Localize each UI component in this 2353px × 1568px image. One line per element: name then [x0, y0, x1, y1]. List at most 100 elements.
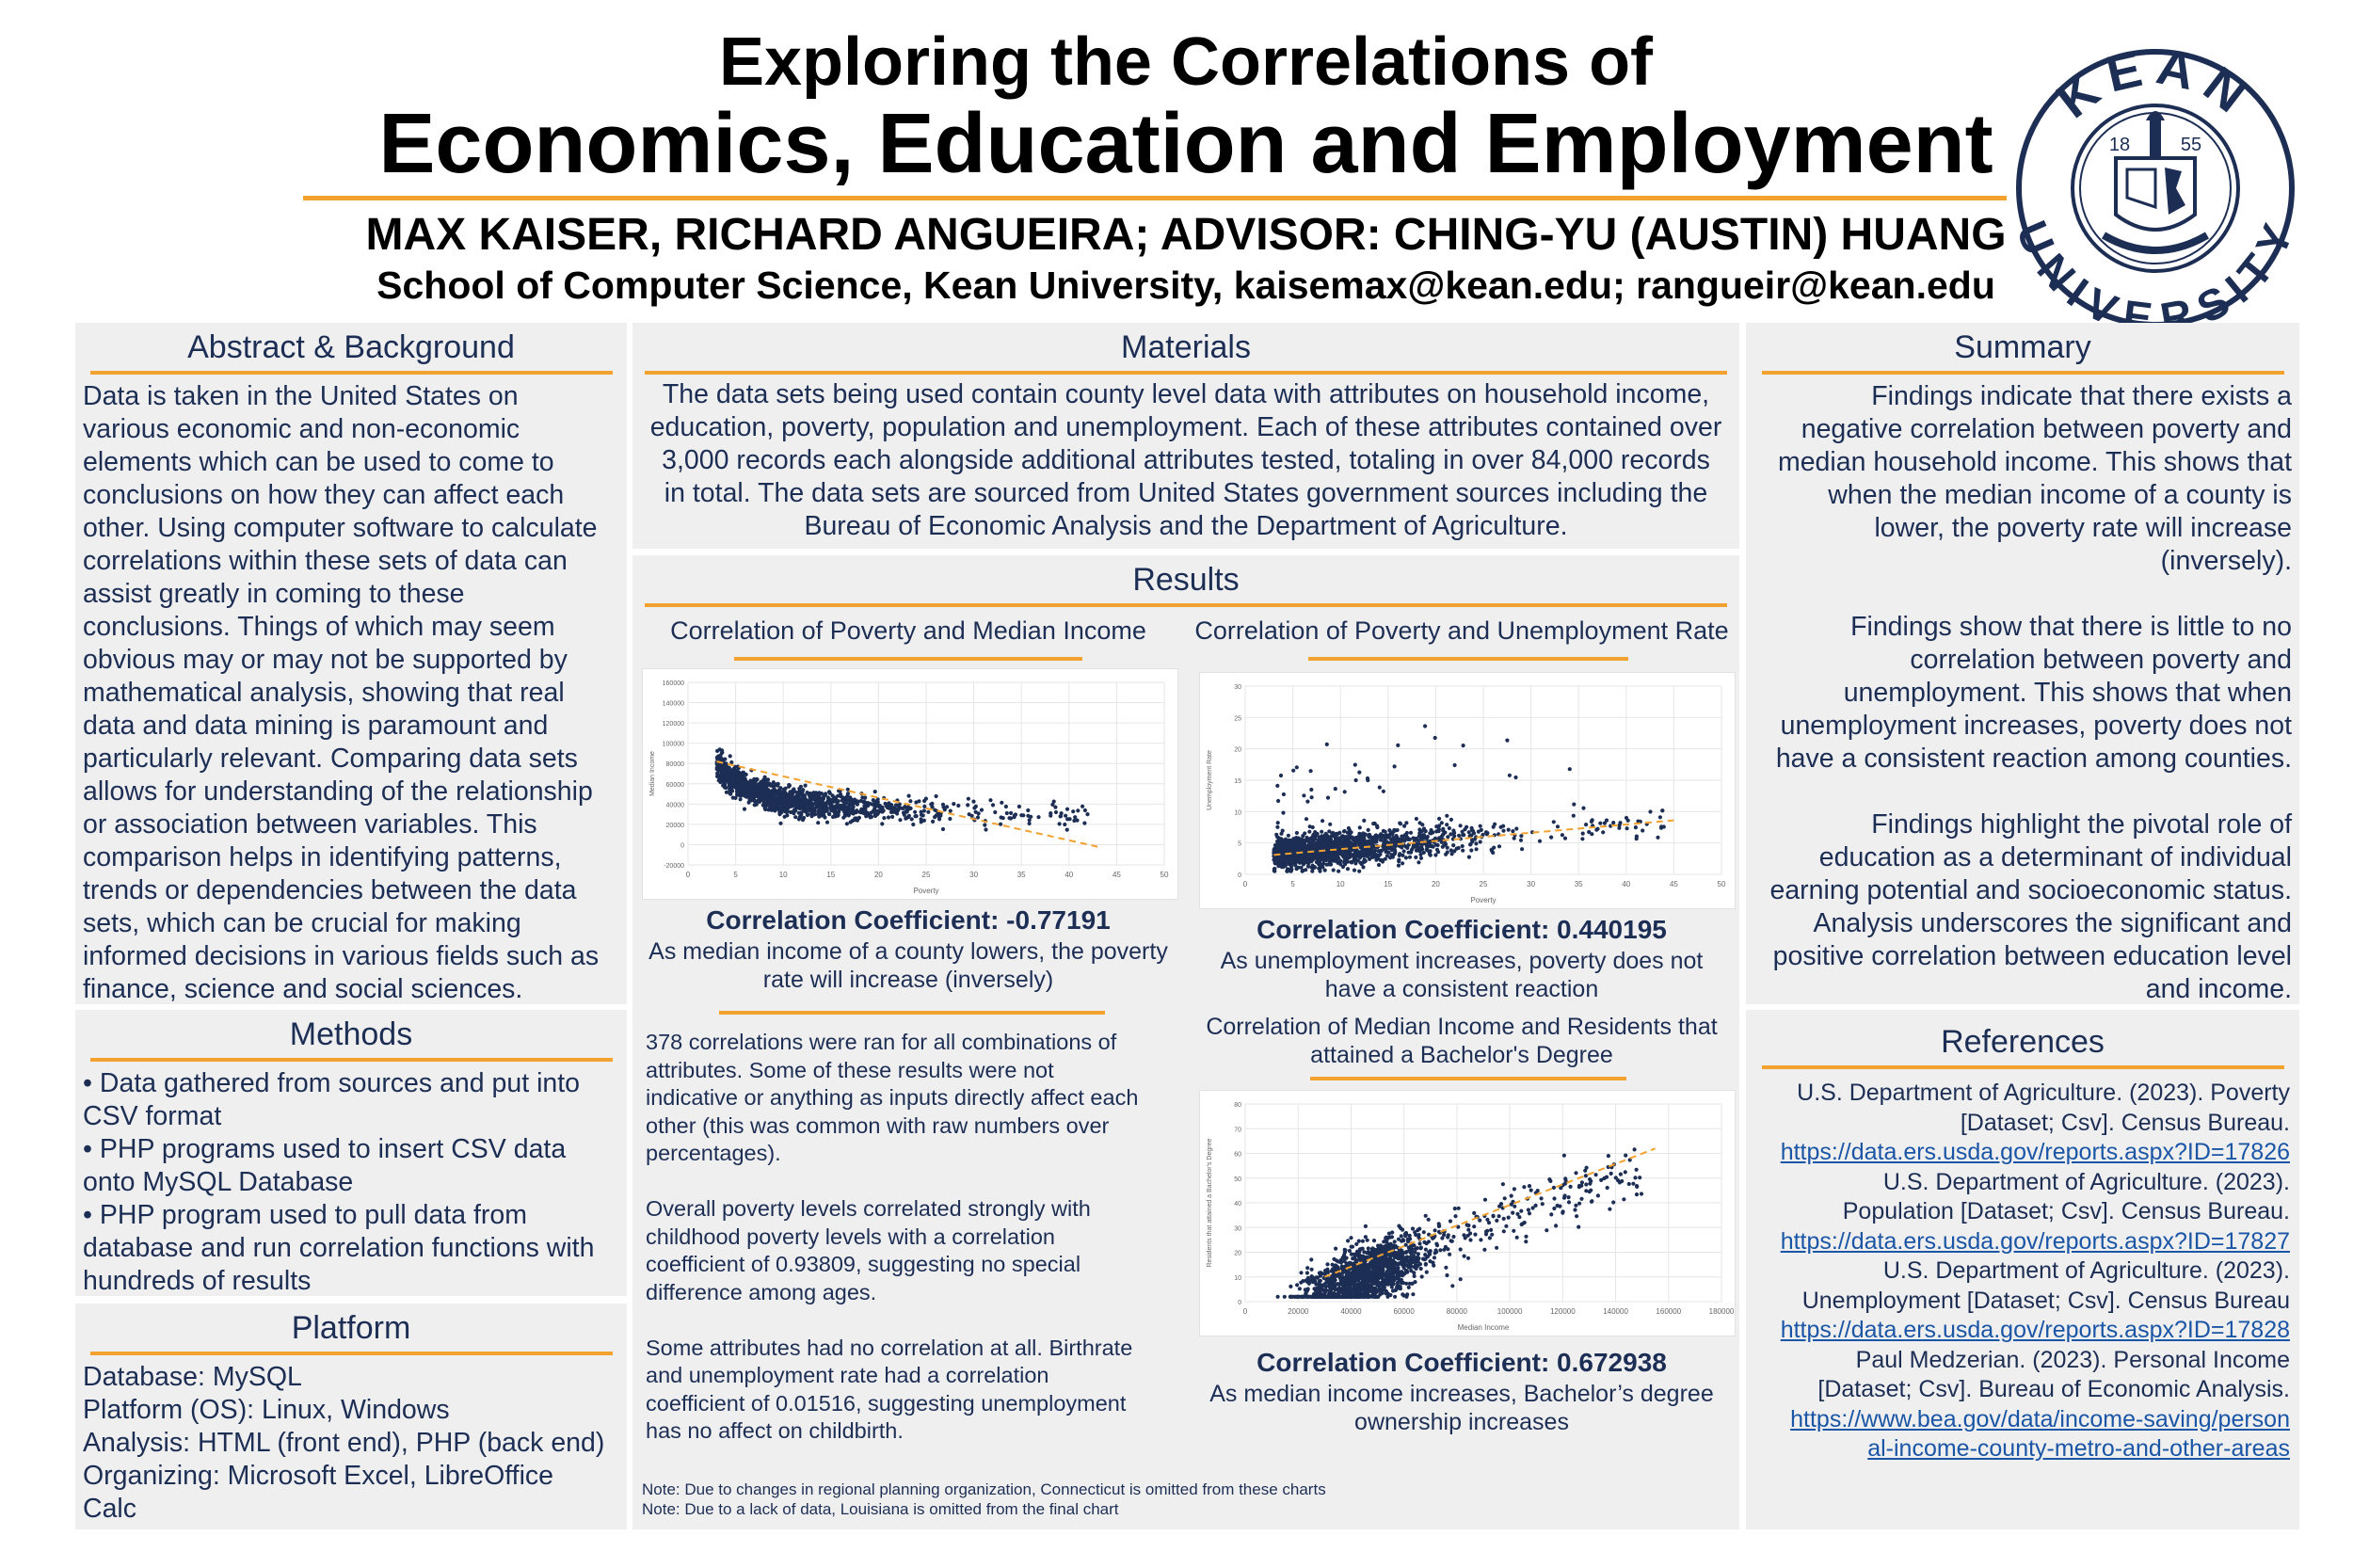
data-point: [1469, 848, 1474, 853]
data-point: [1341, 840, 1346, 845]
reference-link[interactable]: https://data.ers.usda.gov/reports.aspx?I…: [1780, 1317, 2290, 1344]
data-point: [1322, 1272, 1327, 1276]
data-point: [1412, 1254, 1417, 1258]
data-point: [1361, 865, 1366, 870]
data-point: [1512, 1228, 1516, 1233]
data-point: [1468, 1231, 1473, 1236]
data-point: [1324, 857, 1329, 863]
chart1-scatter: 0 5 10 15 20 25 30 35 40 45 50-2000002000040000600…: [649, 680, 1169, 895]
data-point: [1428, 1249, 1433, 1254]
data-point: [1366, 1280, 1370, 1285]
data-point: [1577, 1201, 1582, 1206]
x-tick-label: 50: [1160, 871, 1169, 879]
methods-title: Methods: [289, 1016, 413, 1052]
data-point: [1316, 845, 1321, 850]
data-point: [1381, 1278, 1385, 1283]
data-point: [1370, 840, 1375, 844]
data-point: [1533, 1203, 1538, 1208]
data-point: [1362, 1288, 1367, 1292]
data-point: [1294, 836, 1299, 840]
data-point: [1424, 1270, 1429, 1274]
data-point: [1559, 1186, 1563, 1191]
data-point: [1456, 1206, 1461, 1210]
references-panel: References U.S. Department of Agricultur…: [1746, 1010, 2299, 1529]
data-point: [723, 785, 728, 790]
data-point: [1470, 828, 1476, 834]
data-point: [1413, 1250, 1417, 1255]
data-point: [722, 776, 727, 781]
data-point: [1386, 833, 1391, 838]
data-point: [966, 796, 970, 801]
data-point: [1404, 1294, 1409, 1299]
data-point: [1587, 1190, 1592, 1194]
data-point: [1437, 816, 1442, 821]
y-tick-label: 100000: [663, 742, 684, 748]
data-point: [799, 792, 804, 796]
data-point: [1369, 855, 1375, 859]
data-point: [1368, 856, 1372, 861]
data-point: [1452, 849, 1457, 854]
data-point: [903, 805, 907, 809]
data-point: [1474, 847, 1479, 852]
data-point: [1405, 1264, 1410, 1269]
data-point: [833, 809, 838, 815]
data-point: [1519, 1222, 1524, 1227]
data-point: [902, 812, 906, 817]
data-point: [1625, 818, 1630, 823]
data-point: [1411, 1292, 1416, 1297]
data-point: [1446, 835, 1450, 840]
data-point: [1393, 1294, 1398, 1299]
data-point: [1340, 851, 1345, 856]
data-point: [1377, 785, 1382, 790]
data-point: [1453, 1214, 1458, 1219]
data-point: [1514, 826, 1519, 831]
scatter-points: [714, 747, 1090, 832]
reference-link-continued[interactable]: al-income-county-metro-and-other-areas: [1867, 1435, 2290, 1463]
reference-link[interactable]: https://data.ers.usda.gov/reports.aspx?I…: [1780, 1227, 2290, 1255]
data-point: [1336, 831, 1340, 836]
data-point: [742, 776, 746, 780]
data-point: [1489, 1227, 1494, 1232]
data-point: [1568, 1184, 1573, 1189]
data-point: [763, 807, 768, 812]
kean-university-seal-icon: KEAN UNIVERSITY 18 55: [2014, 47, 2297, 329]
abstract-panel: Abstract & Background Data is taken in t…: [75, 323, 627, 1004]
reference-link[interactable]: https://www.bea.gov/data/income-saving/p…: [1790, 1405, 2290, 1432]
data-point: [1342, 857, 1347, 862]
data-point: [888, 809, 894, 814]
data-point: [1347, 834, 1352, 839]
data-point: [1638, 1176, 1642, 1180]
data-point: [1375, 1283, 1380, 1288]
data-point: [1574, 1171, 1578, 1176]
data-point: [1282, 1294, 1287, 1299]
data-point: [836, 799, 840, 804]
data-point: [720, 771, 725, 776]
data-point: [1451, 1234, 1456, 1240]
data-point: [1276, 798, 1281, 804]
data-point: [908, 799, 913, 804]
data-point: [1051, 799, 1056, 804]
data-point: [1387, 1259, 1392, 1264]
data-point: [1573, 1208, 1577, 1212]
data-point: [1445, 813, 1449, 818]
data-point: [1437, 824, 1442, 828]
data-point: [877, 804, 883, 808]
data-point: [1404, 1281, 1409, 1286]
data-point: [1445, 845, 1449, 850]
data-point: [1421, 850, 1426, 855]
data-point: [1396, 1261, 1401, 1266]
data-point: [768, 782, 773, 787]
data-point: [1604, 818, 1609, 823]
data-point: [1575, 1214, 1579, 1219]
data-point: [1342, 790, 1347, 794]
data-point: [1374, 840, 1379, 844]
data-point: [787, 795, 792, 800]
data-point: [1305, 1266, 1310, 1271]
data-point: [1327, 1285, 1332, 1289]
data-point: [1317, 835, 1321, 840]
data-point: [1307, 829, 1312, 834]
reference-link[interactable]: https://data.ers.usda.gov/reports.aspx?I…: [1780, 1139, 2290, 1166]
data-point: [1403, 1242, 1408, 1247]
data-point: [1472, 837, 1478, 841]
data-point: [1321, 865, 1325, 870]
